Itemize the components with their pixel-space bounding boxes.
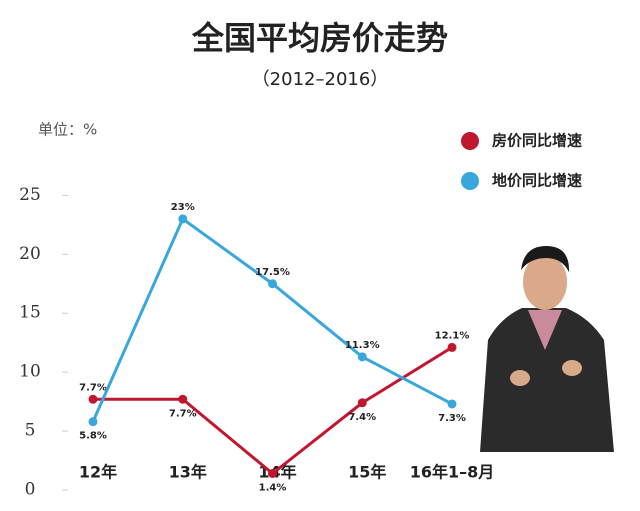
data-point bbox=[88, 417, 98, 427]
data-point bbox=[447, 342, 457, 352]
data-point bbox=[357, 352, 367, 362]
y-tick-label: 10 bbox=[19, 362, 41, 382]
y-tick-label: 0 bbox=[25, 480, 36, 500]
x-tick-label: 13年 bbox=[169, 463, 207, 482]
series-line bbox=[93, 346, 453, 476]
y-tick-label: 25 bbox=[19, 185, 41, 205]
x-tick-label: 16年1–8月 bbox=[410, 463, 495, 482]
y-tick-label: 5 bbox=[25, 421, 36, 441]
data-label: 7.7% bbox=[169, 408, 197, 419]
data-point bbox=[178, 394, 188, 404]
data-label: 7.7% bbox=[79, 382, 107, 393]
data-point bbox=[268, 469, 277, 478]
data-point bbox=[268, 279, 277, 289]
data-label: 12.1% bbox=[435, 330, 470, 341]
x-tick-label: 15年 bbox=[348, 463, 386, 482]
data-point bbox=[447, 399, 457, 409]
data-point bbox=[357, 398, 367, 408]
y-tick-label: 15 bbox=[19, 303, 41, 323]
data-point bbox=[178, 214, 188, 224]
x-tick-label: 14年 bbox=[258, 463, 296, 482]
presenter-photo bbox=[470, 240, 620, 452]
x-tick-label: 12年 bbox=[79, 463, 117, 482]
data-label: 1.4% bbox=[259, 483, 287, 494]
data-label: 7.4% bbox=[348, 412, 376, 423]
data-label: 17.5% bbox=[255, 267, 290, 278]
chart-title: 全国平均房价走势 bbox=[191, 19, 448, 57]
data-label: 7.3% bbox=[438, 413, 466, 424]
y-tick-label: 20 bbox=[19, 244, 41, 264]
legend-label: 地价同比增速 bbox=[492, 172, 582, 190]
legend-label: 房价同比增速 bbox=[492, 132, 582, 150]
data-point bbox=[88, 394, 98, 404]
data-label: 11.3% bbox=[345, 340, 380, 351]
series-line bbox=[91, 216, 453, 423]
data-label: 23% bbox=[171, 202, 195, 213]
chart-subtitle: （2012–2016） bbox=[252, 69, 389, 90]
data-label: 5.8% bbox=[79, 431, 107, 442]
legend-swatch bbox=[461, 132, 479, 150]
y-axis-label: 单位：% bbox=[38, 121, 97, 139]
legend-swatch bbox=[461, 172, 479, 190]
